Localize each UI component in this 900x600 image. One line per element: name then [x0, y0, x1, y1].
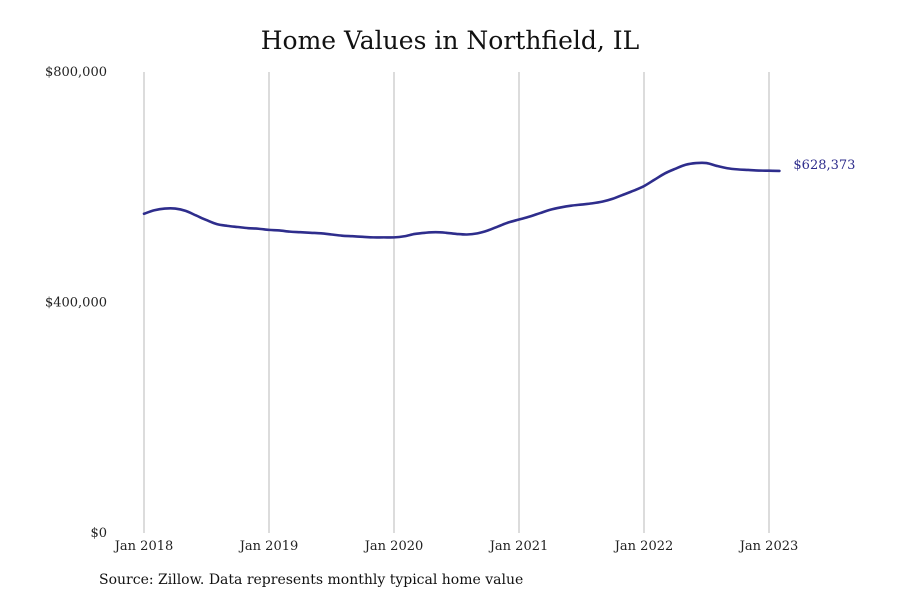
x-tick-label: Jan 2023 [738, 539, 799, 554]
y-axis: $0 $400,000 $800,000 [45, 65, 107, 541]
y-tick-label: $0 [90, 526, 107, 541]
x-tick-label: Jan 2019 [238, 539, 299, 554]
x-tick-label: Jan 2022 [613, 539, 674, 554]
x-tick-label: Jan 2020 [363, 539, 424, 554]
y-tick-label: $400,000 [45, 296, 107, 311]
series-layer: $628,373 [142, 158, 855, 239]
y-tick-label: $800,000 [45, 65, 107, 80]
series-line [142, 161, 781, 239]
source-note: Source: Zillow. Data represents monthly … [99, 572, 524, 588]
grid-layer [143, 72, 770, 533]
x-tick-label: Jan 2018 [113, 539, 174, 554]
x-axis: Jan 2018 Jan 2019 Jan 2020 Jan 2021 Jan 2022… [113, 539, 799, 554]
x-tick-label: Jan 2021 [488, 539, 549, 554]
chart-title: Home Values in Northfield, IL [260, 26, 640, 55]
end-value-label: $628,373 [793, 158, 855, 173]
